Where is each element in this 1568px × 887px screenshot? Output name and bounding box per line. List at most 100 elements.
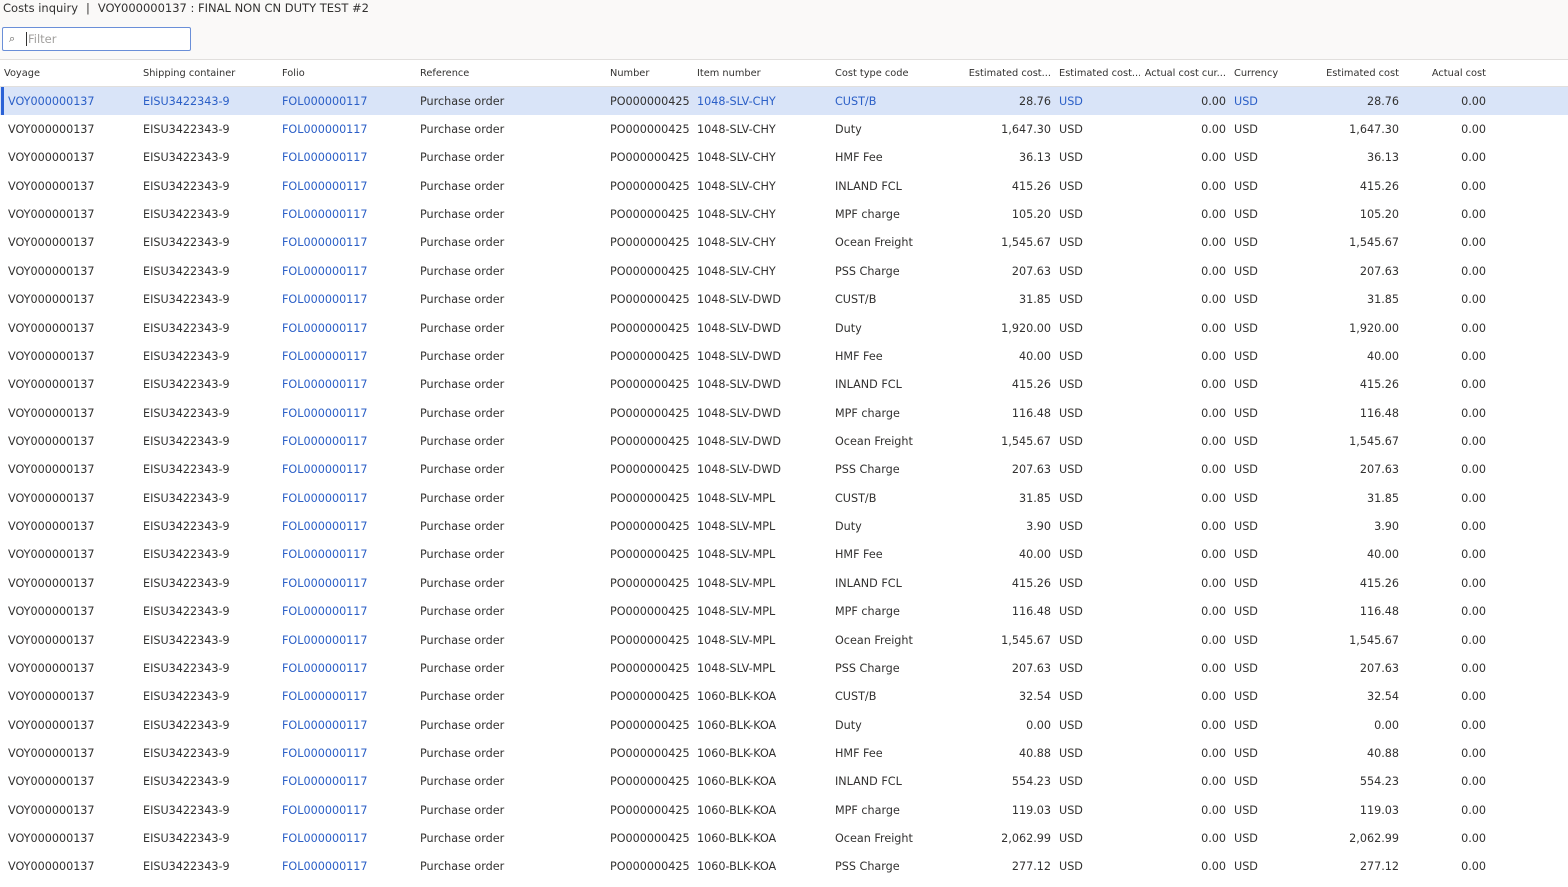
table-row[interactable]: VOY000000137 EISU3422343-9 FOL000000117 Pur…	[0, 512, 1568, 540]
actual-cost-cell: 0.00	[1461, 605, 1486, 619]
column-header-0[interactable]: Voyage	[4, 67, 40, 79]
folio-cell[interactable]: FOL000000117	[282, 179, 368, 193]
table-row[interactable]: VOY000000137 EISU3422343-9 FOL000000117 Pur…	[0, 257, 1568, 285]
table-row[interactable]: VOY000000137 EISU3422343-9 FOL000000117 Pur…	[0, 654, 1568, 682]
column-header-3[interactable]: Reference	[420, 67, 470, 79]
folio-cell[interactable]: FOL000000117	[282, 208, 368, 222]
table-row[interactable]: VOY000000137 EISU3422343-9 FOL000000117 Pur…	[0, 229, 1568, 257]
column-header-6[interactable]: Cost type code	[835, 67, 909, 79]
voyage-cell[interactable]: VOY000000137	[8, 94, 95, 108]
table-row[interactable]: VOY000000137 EISU3422343-9 FOL000000117 Pur…	[0, 314, 1568, 342]
number-cell: PO000000425	[610, 718, 690, 732]
table-row[interactable]: VOY000000137 EISU3422343-9 FOL000000117 Pur…	[0, 711, 1568, 739]
folio-cell[interactable]: FOL000000117	[282, 123, 368, 137]
table-row[interactable]: VOY000000137 EISU3422343-9 FOL000000117 Pur…	[0, 172, 1568, 200]
folio-cell[interactable]: FOL000000117	[282, 236, 368, 250]
actual-cost-cell: 0.00	[1461, 746, 1486, 760]
folio-cell[interactable]: FOL000000117	[282, 406, 368, 420]
column-header-11[interactable]: Estimated cost	[1326, 67, 1399, 79]
filter-box[interactable]: ⌕	[2, 27, 191, 51]
table-row[interactable]: VOY000000137 EISU3422343-9 FOL000000117 Pur…	[0, 286, 1568, 314]
folio-cell[interactable]: FOL000000117	[282, 605, 368, 619]
voyage-cell: VOY000000137	[8, 860, 95, 874]
column-header-8[interactable]: Estimated cost...	[1059, 67, 1140, 79]
voyage-cell: VOY000000137	[8, 661, 95, 675]
table-row[interactable]: VOY000000137 EISU3422343-9 FOL000000117 Pur…	[0, 144, 1568, 172]
folio-cell[interactable]: FOL000000117	[282, 633, 368, 647]
estimated-cost-currency-cell[interactable]: USD	[1059, 94, 1083, 108]
number-cell: PO000000425	[610, 832, 690, 846]
folio-cell[interactable]: FOL000000117	[282, 264, 368, 278]
currency-cell[interactable]: USD	[1234, 94, 1258, 108]
table-row[interactable]: VOY000000137 EISU3422343-9 FOL000000117 Pur…	[0, 456, 1568, 484]
folio-cell[interactable]: FOL000000117	[282, 463, 368, 477]
estimated-cost-currency-cell: USD	[1059, 661, 1083, 675]
estimated-cost-currency-amount-cell: 415.26	[1011, 576, 1051, 590]
estimated-cost-currency-cell: USD	[1059, 321, 1083, 335]
table-row[interactable]: VOY000000137 EISU3422343-9 FOL000000117 Pur…	[0, 342, 1568, 370]
estimated-cost-currency-amount-cell: 207.63	[1011, 661, 1051, 675]
container-cell[interactable]: EISU3422343-9	[143, 94, 230, 108]
table-row[interactable]: VOY000000137 EISU3422343-9 FOL000000117 Pur…	[0, 683, 1568, 711]
folio-cell[interactable]: FOL000000117	[282, 151, 368, 165]
folio-cell[interactable]: FOL000000117	[282, 321, 368, 335]
column-header-5[interactable]: Item number	[697, 67, 761, 79]
cost-type-cell[interactable]: CUST/B	[835, 94, 877, 108]
table-row[interactable]: VOY000000137 EISU3422343-9 FOL000000117 Pur…	[0, 115, 1568, 143]
folio-cell[interactable]: FOL000000117	[282, 718, 368, 732]
folio-cell[interactable]: FOL000000117	[282, 94, 368, 108]
currency-cell: USD	[1234, 832, 1258, 846]
actual-cost-cell: 0.00	[1461, 633, 1486, 647]
folio-cell[interactable]: FOL000000117	[282, 520, 368, 534]
table-row[interactable]: VOY000000137 EISU3422343-9 FOL000000117 Pur…	[0, 768, 1568, 796]
table-row[interactable]: VOY000000137 EISU3422343-9 FOL000000117 Pur…	[0, 569, 1568, 597]
column-header-9[interactable]: Actual cost cur...	[1144, 67, 1226, 79]
column-header-1[interactable]: Shipping container	[143, 67, 236, 79]
page-name: Costs inquiry	[3, 1, 79, 15]
table-row[interactable]: VOY000000137 EISU3422343-9 FOL000000117 Pur…	[0, 824, 1568, 852]
container-cell: EISU3422343-9	[143, 491, 230, 505]
estimated-cost-cell: 116.48	[1359, 605, 1399, 619]
voyage-cell: VOY000000137	[8, 633, 95, 647]
table-row[interactable]: VOY000000137 EISU3422343-9 FOL000000117 Pur…	[0, 399, 1568, 427]
number-cell: PO000000425	[610, 434, 690, 448]
folio-cell[interactable]: FOL000000117	[282, 293, 368, 307]
folio-cell[interactable]: FOL000000117	[282, 378, 368, 392]
container-cell: EISU3422343-9	[143, 349, 230, 363]
table-row[interactable]: VOY000000137 EISU3422343-9 FOL000000117 Pur…	[0, 626, 1568, 654]
table-row[interactable]: VOY000000137 EISU3422343-9 FOL000000117 Pur…	[0, 427, 1568, 455]
cost-type-cell: Ocean Freight	[835, 832, 913, 846]
folio-cell[interactable]: FOL000000117	[282, 491, 368, 505]
table-row[interactable]: VOY000000137 EISU3422343-9 FOL000000117 Pur…	[0, 200, 1568, 228]
folio-cell[interactable]: FOL000000117	[282, 860, 368, 874]
column-header-12[interactable]: Actual cost	[1431, 67, 1486, 79]
column-header-7[interactable]: Estimated cost...	[968, 67, 1051, 79]
table-row[interactable]: VOY000000137 EISU3422343-9 FOL000000117 Pur…	[0, 597, 1568, 625]
column-header-10[interactable]: Currency	[1234, 67, 1279, 79]
folio-cell[interactable]: FOL000000117	[282, 746, 368, 760]
folio-cell[interactable]: FOL000000117	[282, 349, 368, 363]
folio-cell[interactable]: FOL000000117	[282, 576, 368, 590]
currency-cell: USD	[1234, 491, 1258, 505]
table-row[interactable]: VOY000000137 EISU3422343-9 FOL000000117 Pur…	[0, 87, 1568, 116]
column-header-2[interactable]: Folio	[282, 67, 305, 79]
table-row[interactable]: VOY000000137 EISU3422343-9 FOL000000117 Pur…	[0, 541, 1568, 569]
table-row[interactable]: VOY000000137 EISU3422343-9 FOL000000117 Pur…	[0, 484, 1568, 512]
estimated-cost-currency-amount-cell: 415.26	[1011, 179, 1051, 193]
folio-cell[interactable]: FOL000000117	[282, 775, 368, 789]
table-row[interactable]: VOY000000137 EISU3422343-9 FOL000000117 Pur…	[0, 371, 1568, 399]
folio-cell[interactable]: FOL000000117	[282, 803, 368, 817]
table-row[interactable]: VOY000000137 EISU3422343-9 FOL000000117 Pur…	[0, 853, 1568, 881]
currency-cell: USD	[1234, 208, 1258, 222]
table-row[interactable]: VOY000000137 EISU3422343-9 FOL000000117 Pur…	[0, 796, 1568, 824]
folio-cell[interactable]: FOL000000117	[282, 548, 368, 562]
container-cell: EISU3422343-9	[143, 832, 230, 846]
item-number-cell[interactable]: 1048-SLV-CHY	[697, 94, 776, 108]
folio-cell[interactable]: FOL000000117	[282, 690, 368, 704]
table-row[interactable]: VOY000000137 EISU3422343-9 FOL000000117 Pur…	[0, 739, 1568, 767]
folio-cell[interactable]: FOL000000117	[282, 832, 368, 846]
folio-cell[interactable]: FOL000000117	[282, 661, 368, 675]
column-header-4[interactable]: Number	[610, 67, 650, 79]
folio-cell[interactable]: FOL000000117	[282, 434, 368, 448]
filter-input[interactable]	[26, 32, 186, 46]
